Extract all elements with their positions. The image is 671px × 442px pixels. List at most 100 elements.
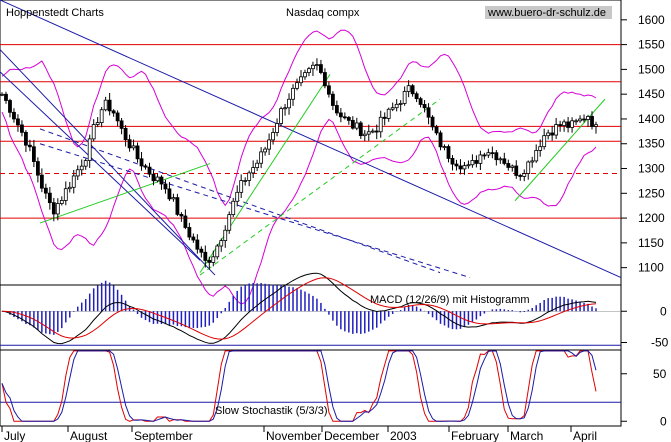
candle-body — [562, 121, 567, 126]
candle-body — [67, 186, 72, 190]
stoch-panel — [0, 344, 621, 422]
month-label: July — [4, 429, 25, 442]
candle-body — [275, 123, 279, 133]
month-label: August — [70, 429, 108, 442]
candle-body — [131, 145, 136, 149]
candle-body — [358, 122, 363, 137]
candle-body — [590, 116, 594, 127]
candle-body — [578, 118, 582, 122]
candle-body — [498, 158, 503, 161]
candle-body — [338, 112, 343, 118]
candle-body — [287, 98, 291, 109]
candle-body — [83, 160, 88, 167]
candle-body — [4, 93, 8, 101]
candle-body — [378, 116, 383, 133]
candle-body — [446, 146, 451, 159]
candle-body — [155, 176, 160, 182]
candle-body — [522, 173, 527, 177]
candle-body — [43, 187, 48, 194]
candle-body — [370, 130, 375, 133]
candle-body — [414, 93, 419, 100]
candle-body — [183, 215, 188, 228]
candle-body — [119, 120, 124, 129]
candle-body — [31, 146, 36, 162]
macd-label: MACD (12/26/9) mit Histogramm — [370, 294, 530, 306]
long-downtrend-line — [0, 0, 622, 279]
stoch-tick-label: 0 — [660, 414, 667, 428]
candle-body — [442, 146, 447, 148]
candle-body — [422, 104, 427, 109]
candle-body — [95, 122, 100, 125]
candle-body — [283, 107, 287, 110]
candle-body — [418, 98, 423, 105]
candle-body — [478, 154, 483, 164]
candle-body — [542, 135, 547, 148]
macd-line — [1, 272, 597, 345]
candle-body — [35, 161, 40, 176]
candle-body — [426, 107, 431, 118]
price-tick-label: 1150 — [638, 236, 664, 250]
candle-body — [566, 121, 570, 128]
candle-body — [99, 109, 104, 123]
candle-body — [319, 64, 323, 73]
candle-body — [195, 239, 200, 250]
candle-body — [227, 214, 232, 231]
price-tick-label: 1500 — [638, 62, 665, 76]
candle-body — [586, 116, 590, 120]
price-tick-label: 1300 — [638, 162, 665, 176]
candle-body — [191, 236, 196, 241]
candle-body — [187, 227, 192, 238]
candle-body — [167, 188, 172, 200]
candle-body — [582, 118, 586, 121]
source-label: Hoppenstedt Charts — [6, 7, 104, 19]
month-label: 2003 — [390, 429, 417, 442]
candle-body — [55, 203, 60, 215]
candle-body — [147, 166, 152, 175]
candle-body — [450, 158, 455, 165]
candle-body — [215, 245, 220, 258]
candle-body — [24, 131, 28, 146]
candle-body — [91, 124, 96, 140]
green-support-line-1 — [39, 163, 211, 224]
candle-body — [526, 161, 531, 174]
candle-body — [111, 110, 116, 114]
candle-body — [87, 138, 92, 161]
candle-body — [323, 72, 327, 87]
price-tick-label: 1100 — [638, 261, 664, 275]
candle-body — [295, 82, 299, 89]
candle-body — [47, 192, 52, 204]
price-tick-label: 1550 — [638, 38, 665, 52]
candle-body — [538, 146, 543, 151]
green-support-dashed-line — [199, 98, 441, 276]
axis-ticks: 1600 1550 1500 1450 1400 1350 1300 1250 1200 1150… — [621, 13, 669, 428]
price-tick-label: 1250 — [638, 186, 665, 200]
candle-body — [8, 100, 12, 113]
candle-body — [299, 76, 303, 84]
candle-body — [482, 154, 487, 157]
month-label: March — [510, 429, 543, 442]
price-tick-label: 1350 — [638, 137, 665, 151]
candle-body — [39, 174, 44, 189]
candle-body — [163, 183, 168, 190]
candle-body — [534, 150, 539, 162]
candle-body — [28, 144, 32, 148]
candle-body — [267, 139, 272, 150]
candle-body — [382, 116, 387, 119]
candle-body — [203, 251, 208, 261]
candle-body — [406, 85, 411, 92]
candle-body — [307, 68, 311, 74]
month-label: April — [573, 429, 597, 442]
stoch-tick-label: 50 — [653, 367, 667, 381]
month-label: November — [266, 429, 321, 442]
watermark-box — [485, 6, 612, 19]
candle-body — [151, 173, 156, 182]
candle-body — [303, 72, 307, 78]
candle-body — [410, 85, 415, 95]
dashed-downtrend-line-2 — [39, 143, 471, 279]
candle-body — [135, 145, 140, 160]
candle-body — [438, 132, 443, 148]
candle-body — [16, 118, 20, 126]
bollinger-bands — [1, 29, 597, 305]
candle-body — [0, 93, 4, 96]
